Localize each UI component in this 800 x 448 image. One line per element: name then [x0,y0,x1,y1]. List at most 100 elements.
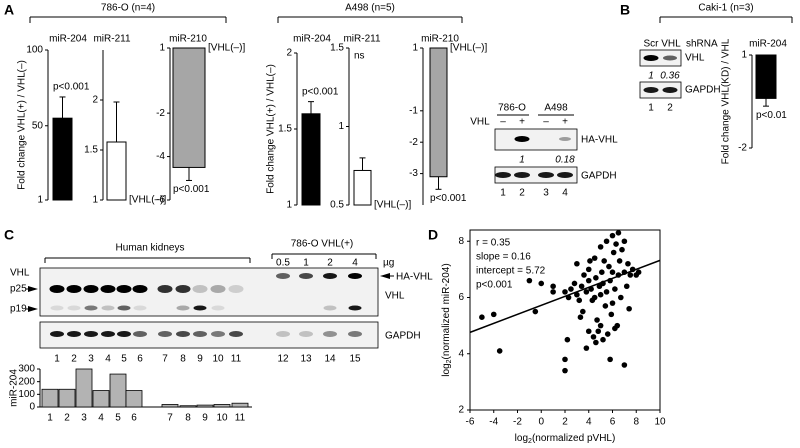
point [635,269,642,275]
x-axis-label-part: 2 [528,438,532,445]
arrow [380,273,390,279]
point [608,311,615,318]
y-tick-label: -3 [409,168,418,179]
sign: + [562,117,568,128]
point [602,303,609,309]
band [662,87,678,93]
point [613,241,619,247]
lane-number: 1 [500,188,506,199]
lane-number: 4 [105,354,111,365]
x-tick-label: 3 [81,413,87,424]
stat-label: p<0.001 [476,280,513,291]
x-tick-label: 8 [633,417,639,428]
point [599,269,605,275]
bar [301,113,321,206]
bar [755,54,777,99]
y-axis-label: Fold change VHL(+) / VHL(–) [266,64,277,194]
point [594,317,600,323]
bar [213,404,231,408]
point [581,272,587,278]
band [211,305,225,311]
point [601,258,607,264]
band-label: p25 [10,284,27,295]
y-tick-label: 1 [338,121,344,132]
condition: Scr [644,39,660,50]
y-tick-label: 100 [26,45,43,56]
point [564,336,571,343]
chart-title: miR-211 [93,34,130,45]
point [610,249,617,256]
point [490,311,497,318]
point [583,289,590,295]
dose: 0.5 [276,258,290,269]
band [66,285,82,293]
y-tick-label: 1.5 [278,124,292,135]
y-tick-label: 200 [18,376,35,387]
blot [494,128,578,151]
point [532,308,539,315]
annotation: p<0.001 [53,82,90,93]
x-tick-label: 2 [64,413,70,424]
lane-number: 2 [667,103,673,114]
band [557,172,573,178]
point [568,286,574,292]
point [618,294,624,301]
group-label: Human kidneys [116,243,185,254]
point [591,255,598,261]
band [643,55,659,61]
band [192,285,208,293]
point [585,266,592,273]
dose: 2 [327,258,333,269]
point [496,348,503,354]
point [609,300,616,306]
sign: – [500,117,506,128]
x-tick-label: 7 [167,413,173,424]
chart-title: miR-204 [749,39,787,50]
point [619,246,625,253]
point [574,260,580,267]
x-tick-label: 5 [115,413,121,424]
chart-title: miR-210 [421,34,459,45]
band-label: HA-VHL [396,272,433,283]
band [176,331,190,337]
lane-number: 13 [300,354,312,365]
lane-number: 9 [197,354,203,365]
band [348,331,362,337]
band [323,273,337,279]
point [593,275,599,281]
stat-label: slope = 0.16 [476,252,531,263]
dose: 4 [352,258,358,269]
y-tick-label: 1 [92,195,98,206]
quant: 0.18 [555,155,575,166]
point [603,238,610,245]
arrow [28,306,38,312]
band [50,331,64,337]
band [323,331,337,337]
y-tick-label: 1 [741,50,747,61]
y-tick-label: -1 [409,105,418,116]
blot [639,49,682,67]
bar [41,388,59,408]
arrow [28,286,38,292]
band [133,331,147,337]
band [229,331,243,337]
lane-number: 12 [277,354,289,365]
band [100,285,116,293]
band [276,273,290,279]
x-tick-label: 9 [202,413,208,424]
bar [172,47,206,168]
band-label: GAPDH [685,85,721,96]
lane-number: 3 [88,354,94,365]
y-axis-label: Fold change VHL(+) / VHL(–) [17,60,28,190]
point [612,286,618,292]
y-axis-label-part: (normalized miR-204) [441,263,452,359]
baseline-label: [VHL(–)] [129,195,166,206]
band [83,285,99,293]
treatment-label: VHL [470,117,490,128]
x-tick-label: 10 [216,413,228,424]
band [559,137,571,141]
point [562,356,568,363]
lane-number: 3 [543,188,549,199]
x-tick-label: 6 [610,417,616,428]
